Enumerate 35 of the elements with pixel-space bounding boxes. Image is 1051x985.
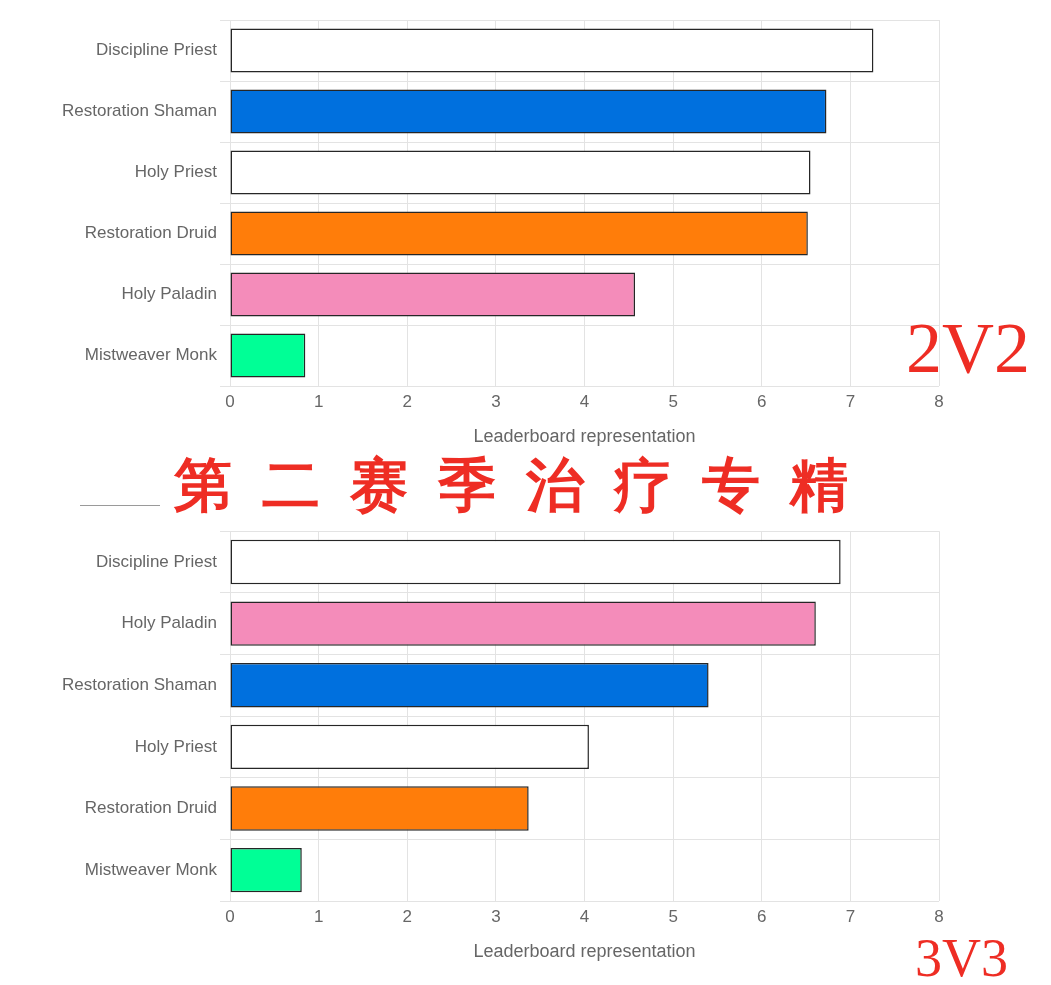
y-tick-label: Restoration Druid <box>84 223 217 243</box>
y-tick-label: Restoration Druid <box>84 798 217 818</box>
x-tick-label: 3 <box>491 391 501 411</box>
x-tick-label: 1 <box>313 906 324 926</box>
x-tick-label: 5 <box>668 391 678 411</box>
y-tick-label: Holy Paladin <box>121 613 217 633</box>
y-tick-label: Holy Priest <box>134 162 218 182</box>
x-tick-label: 0 <box>225 391 235 411</box>
x-tick-label: 3 <box>491 906 501 926</box>
y-tick-label: Discipline Priest <box>96 40 218 60</box>
y-tick-label: Mistweaver Monk <box>84 345 218 365</box>
annotation: 2V2 <box>906 308 1030 388</box>
x-tick-label: 8 <box>934 906 944 926</box>
x-tick-label: 4 <box>579 906 590 926</box>
x-tick-label: 7 <box>845 906 856 926</box>
text: 3V3 <box>915 928 1008 985</box>
y-tick-label: Holy Priest <box>134 736 218 756</box>
x-axis-title: Leaderboard representation <box>473 426 696 447</box>
x-tick-label: 2 <box>402 391 412 411</box>
x-tick-label: 0 <box>225 906 235 926</box>
x-tick-label: 8 <box>934 391 944 411</box>
y-tick-label: Mistweaver Monk <box>84 859 218 879</box>
y-tick-label: Restoration Shaman <box>62 674 217 694</box>
x-tick-label: 7 <box>845 391 856 411</box>
chart-title: 第二赛季治疗专精 <box>172 451 879 519</box>
x-tick-label: 6 <box>757 906 767 926</box>
y-tick-label: Restoration Shaman <box>62 101 217 121</box>
y-tick-label: Discipline Priest <box>96 551 218 571</box>
x-tick-label: 1 <box>313 391 324 411</box>
y-tick-label: Holy Paladin <box>121 284 217 304</box>
x-tick-label: 6 <box>757 391 767 411</box>
x-tick-label: 2 <box>402 906 412 926</box>
x-tick-label: 4 <box>579 391 590 411</box>
x-axis-title: Leaderboard representation <box>473 941 696 962</box>
x-tick-label: 5 <box>668 906 678 926</box>
